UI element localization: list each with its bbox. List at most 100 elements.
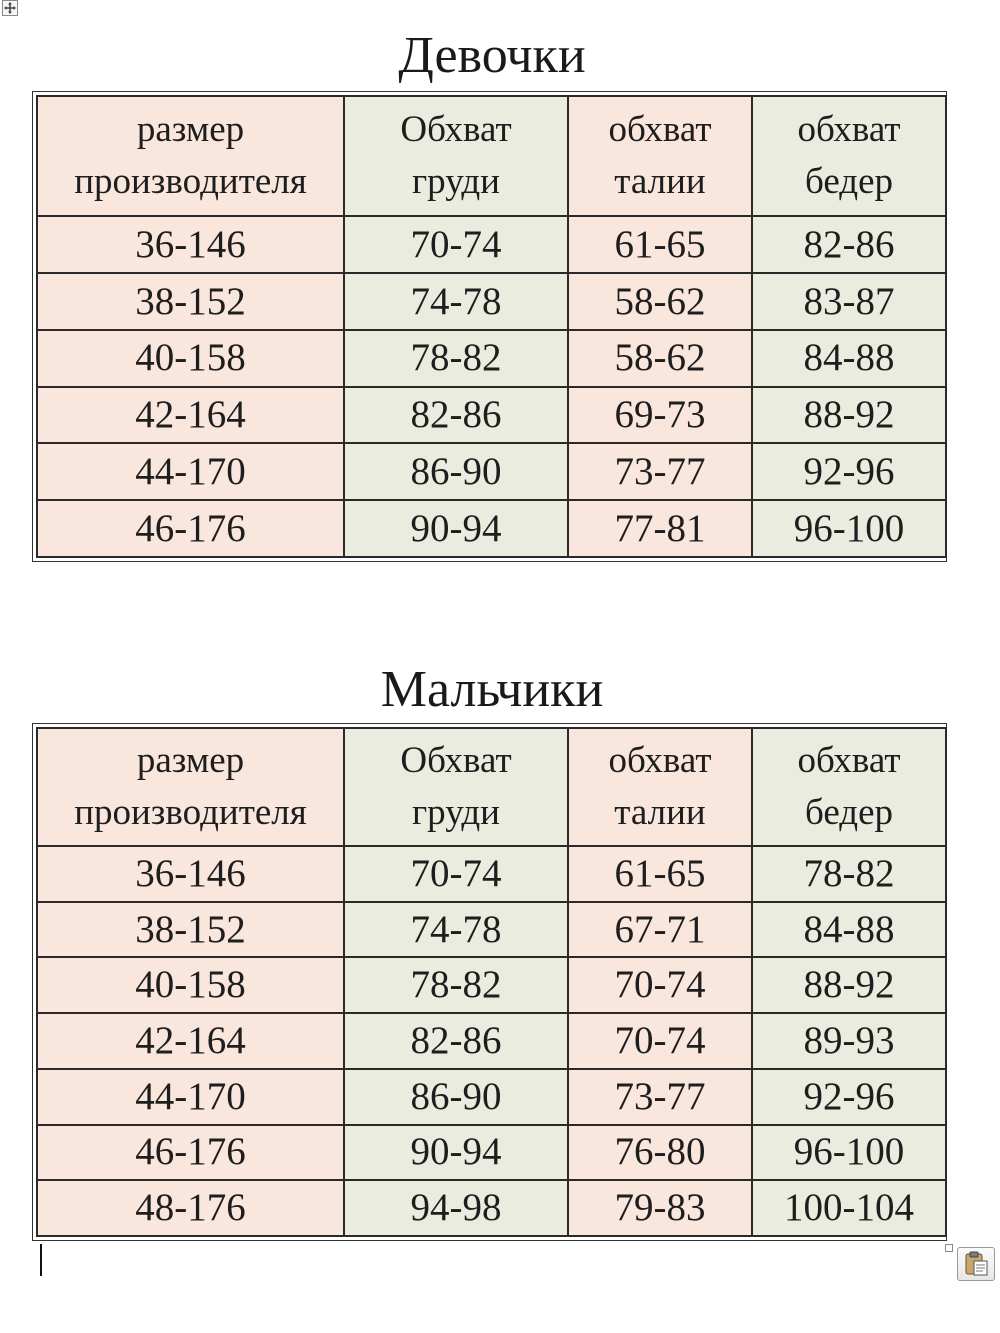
- header-cell-waist[interactable]: обхват талии: [567, 726, 753, 848]
- text-cursor: [40, 1244, 42, 1276]
- table-cell[interactable]: 61-65: [567, 845, 753, 903]
- table-cell[interactable]: 88-92: [751, 956, 947, 1015]
- table-row: 44-170 86-90 73-77 92-96: [36, 1067, 947, 1126]
- girls-title: Девочки: [398, 27, 586, 84]
- table-cell[interactable]: 74-78: [343, 900, 569, 959]
- header-line: бедер: [804, 792, 894, 834]
- table-cell[interactable]: 70-74: [567, 956, 753, 1015]
- table-cell[interactable]: 78-82: [751, 845, 947, 903]
- table-header-row: размер производителя Обхват груди обхват…: [36, 94, 947, 218]
- table-row: 38-152 74-78 67-71 84-88: [36, 900, 947, 959]
- table-row: 36-146 70-74 61-65 82-86: [36, 215, 947, 275]
- girls-size-table: размер производителя Обхват груди обхват…: [32, 91, 947, 562]
- table-cell[interactable]: 82-86: [343, 1012, 569, 1070]
- header-line: Обхват: [400, 740, 512, 782]
- table-row: 44-170 86-90 73-77 92-96: [36, 442, 947, 502]
- table-cell[interactable]: 84-88: [751, 328, 947, 388]
- header-cell-waist[interactable]: обхват талии: [567, 94, 753, 218]
- table-cell[interactable]: 92-96: [751, 1067, 947, 1126]
- table-row: 40-158 78-82 58-62 84-88: [36, 328, 947, 388]
- table-cell[interactable]: 82-86: [343, 385, 569, 445]
- table-cell[interactable]: 44-170: [36, 1067, 345, 1126]
- header-line: талии: [614, 161, 706, 203]
- header-cell-chest[interactable]: Обхват груди: [343, 726, 569, 848]
- table-row: 48-176 94-98 79-83 100-104: [36, 1179, 947, 1237]
- table-cell[interactable]: 70-74: [343, 215, 569, 275]
- table-cell[interactable]: 38-152: [36, 272, 345, 331]
- table-cell[interactable]: 73-77: [567, 442, 753, 502]
- header-line: талии: [614, 792, 706, 834]
- table-cell[interactable]: 48-176: [36, 1179, 345, 1237]
- table-cell[interactable]: 96-100: [751, 1123, 947, 1182]
- table-cell[interactable]: 88-92: [751, 385, 947, 445]
- table-header-row: размер производителя Обхват груди обхват…: [36, 726, 947, 848]
- header-cell-chest[interactable]: Обхват груди: [343, 94, 569, 218]
- table-cell[interactable]: 61-65: [567, 215, 753, 275]
- table-row: 38-152 74-78 58-62 83-87: [36, 272, 947, 331]
- table-cell[interactable]: 38-152: [36, 900, 345, 959]
- header-cell-size[interactable]: размер производителя: [36, 94, 345, 218]
- header-line: обхват: [797, 109, 901, 151]
- table-cell[interactable]: 70-74: [343, 845, 569, 903]
- table-cell[interactable]: 58-62: [567, 328, 753, 388]
- table-cell[interactable]: 78-82: [343, 328, 569, 388]
- table-cell[interactable]: 46-176: [36, 499, 345, 558]
- table-cell[interactable]: 83-87: [751, 272, 947, 331]
- header-line: Обхват: [400, 109, 512, 151]
- table-cell[interactable]: 86-90: [343, 442, 569, 502]
- table-cell[interactable]: 73-77: [567, 1067, 753, 1126]
- table-row: 36-146 70-74 61-65 78-82: [36, 845, 947, 903]
- table-cell[interactable]: 69-73: [567, 385, 753, 445]
- table-cell[interactable]: 46-176: [36, 1123, 345, 1182]
- table-cell[interactable]: 100-104: [751, 1179, 947, 1237]
- header-line: производителя: [74, 792, 307, 834]
- table-cell[interactable]: 44-170: [36, 442, 345, 502]
- table-cell[interactable]: 86-90: [343, 1067, 569, 1126]
- table-row: 46-176 90-94 76-80 96-100: [36, 1123, 947, 1182]
- header-line: производителя: [74, 161, 307, 203]
- header-line: размер: [136, 740, 245, 782]
- table-cell[interactable]: 36-146: [36, 215, 345, 275]
- table-cell[interactable]: 36-146: [36, 845, 345, 903]
- boys-title: Мальчики: [380, 661, 604, 718]
- table-cell[interactable]: 89-93: [751, 1012, 947, 1070]
- boys-size-table: размер производителя Обхват груди обхват…: [32, 723, 947, 1241]
- header-line: размер: [136, 109, 245, 151]
- table-cell[interactable]: 74-78: [343, 272, 569, 331]
- table-cell[interactable]: 82-86: [751, 215, 947, 275]
- header-cell-hips[interactable]: обхват бедер: [751, 94, 947, 218]
- table-cell[interactable]: 90-94: [343, 1123, 569, 1182]
- clipboard-icon: [965, 1251, 988, 1276]
- table-row: 42-164 82-86 69-73 88-92: [36, 385, 947, 445]
- table-row: 46-176 90-94 77-81 96-100: [36, 499, 947, 558]
- table-cell[interactable]: 92-96: [751, 442, 947, 502]
- table-cell[interactable]: 90-94: [343, 499, 569, 558]
- header-cell-hips[interactable]: обхват бедер: [751, 726, 947, 848]
- header-line: бедер: [804, 161, 894, 203]
- table-cell[interactable]: 67-71: [567, 900, 753, 959]
- table-cell[interactable]: 42-164: [36, 385, 345, 445]
- table-row: 40-158 78-82 70-74 88-92: [36, 956, 947, 1015]
- header-line: обхват: [608, 740, 712, 782]
- table-cell[interactable]: 78-82: [343, 956, 569, 1015]
- table-cell[interactable]: 70-74: [567, 1012, 753, 1070]
- table-cell[interactable]: 79-83: [567, 1179, 753, 1237]
- header-cell-size[interactable]: размер производителя: [36, 726, 345, 848]
- paste-anchor-marker: [945, 1244, 953, 1252]
- paste-options-button[interactable]: [957, 1247, 995, 1281]
- table-cell[interactable]: 84-88: [751, 900, 947, 959]
- table-row: 42-164 82-86 70-74 89-93: [36, 1012, 947, 1070]
- header-line: обхват: [608, 109, 712, 151]
- table-move-handle-icon[interactable]: [2, 0, 18, 16]
- table-cell[interactable]: 40-158: [36, 956, 345, 1015]
- table-cell[interactable]: 42-164: [36, 1012, 345, 1070]
- header-line: груди: [412, 161, 500, 203]
- header-line: груди: [412, 792, 500, 834]
- table-cell[interactable]: 96-100: [751, 499, 947, 558]
- table-cell[interactable]: 77-81: [567, 499, 753, 558]
- table-cell[interactable]: 40-158: [36, 328, 345, 388]
- header-line: обхват: [797, 740, 901, 782]
- table-cell[interactable]: 94-98: [343, 1179, 569, 1237]
- table-cell[interactable]: 76-80: [567, 1123, 753, 1182]
- table-cell[interactable]: 58-62: [567, 272, 753, 331]
